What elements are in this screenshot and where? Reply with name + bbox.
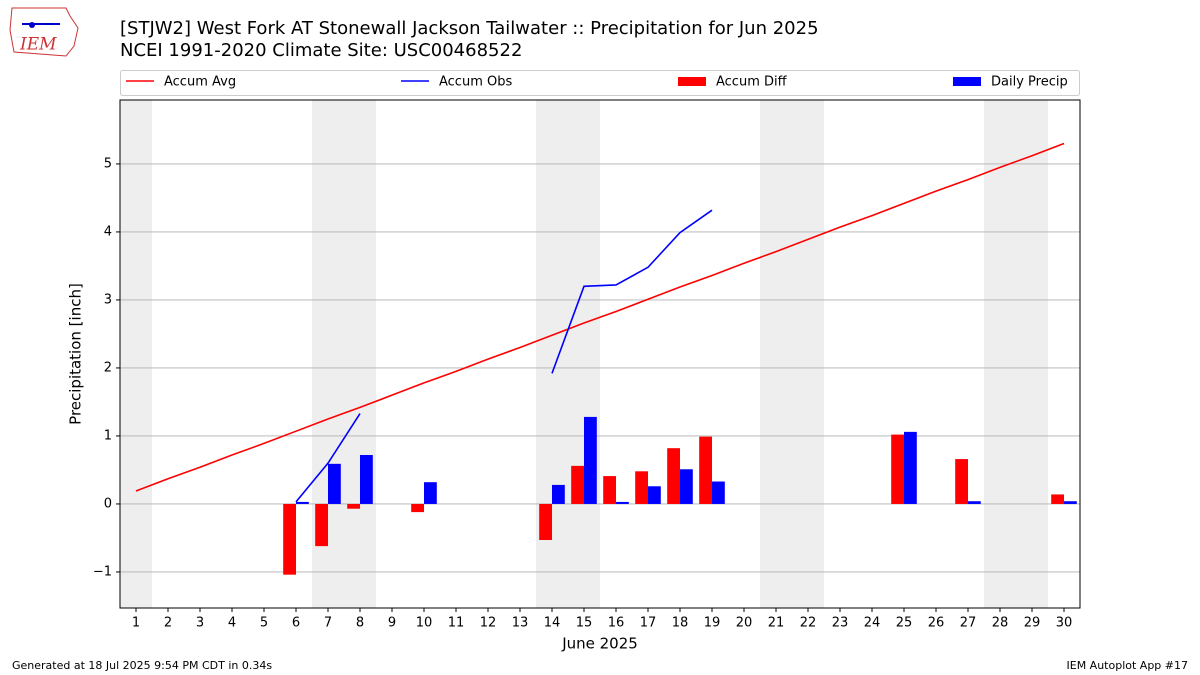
weekend-shade xyxy=(760,100,824,608)
legend-label: Accum Avg xyxy=(164,75,236,90)
bar xyxy=(584,416,597,504)
x-tick-label: 19 xyxy=(704,616,721,631)
chart-title: [STJW2] West Fork AT Stonewall Jackson T… xyxy=(120,18,819,39)
x-tick-label: 20 xyxy=(736,616,753,631)
x-tick-label: 17 xyxy=(640,616,657,631)
weekend-shade xyxy=(120,100,152,608)
bar xyxy=(296,501,309,504)
footer-right: IEM Autoplot App #17 xyxy=(1067,659,1189,672)
bar xyxy=(603,476,616,504)
x-tick-label: 6 xyxy=(292,616,300,631)
footer-left: Generated at 18 Jul 2025 9:54 PM CDT in … xyxy=(12,659,272,672)
bar xyxy=(347,503,360,509)
y-tick-label: 4 xyxy=(104,224,112,239)
bar xyxy=(968,501,981,504)
line xyxy=(135,142,1065,492)
x-tick-label: 13 xyxy=(512,616,529,631)
y-tick-label: −1 xyxy=(93,564,112,579)
bar xyxy=(648,486,661,504)
bar xyxy=(667,448,680,504)
bar xyxy=(315,503,328,547)
plot-frame xyxy=(119,99,1081,609)
x-tick-label: 8 xyxy=(356,616,364,631)
x-tick-label: 16 xyxy=(608,616,625,631)
x-tick-label: 3 xyxy=(196,616,204,631)
y-tick-label: 2 xyxy=(104,360,112,375)
bar xyxy=(424,482,437,504)
bar xyxy=(360,454,373,504)
x-tick-label: 28 xyxy=(992,616,1009,631)
x-tick-label: 10 xyxy=(416,616,433,631)
bar xyxy=(328,463,341,504)
bar xyxy=(411,503,424,513)
x-tick-label: 2 xyxy=(164,616,172,631)
x-tick-label: 22 xyxy=(800,616,817,631)
bar xyxy=(635,471,648,504)
x-tick-label: 30 xyxy=(1056,616,1073,631)
x-tick-label: 18 xyxy=(672,616,689,631)
bar xyxy=(712,481,725,504)
legend-swatch xyxy=(678,77,706,86)
x-tick-label: 26 xyxy=(928,616,945,631)
legend-box xyxy=(120,70,1080,96)
bar xyxy=(571,465,584,504)
x-tick-label: 12 xyxy=(480,616,497,631)
bar xyxy=(955,459,968,504)
logo: IEM xyxy=(9,7,79,57)
x-tick-label: 25 xyxy=(896,616,913,631)
chart-subtitle: NCEI 1991-2020 Climate Site: USC00468522 xyxy=(120,40,522,61)
legend-label: Accum Obs xyxy=(439,75,512,90)
bar xyxy=(891,434,904,504)
line xyxy=(551,209,713,374)
x-tick-label: 27 xyxy=(960,616,977,631)
y-tick-label: 5 xyxy=(104,156,112,171)
bar xyxy=(283,503,296,575)
x-tick-label: 5 xyxy=(260,616,268,631)
x-tick-label: 29 xyxy=(1024,616,1041,631)
x-tick-label: 15 xyxy=(576,616,593,631)
x-tick-label: 14 xyxy=(544,616,561,631)
legend-swatch xyxy=(953,77,981,86)
bar xyxy=(552,484,565,504)
bar xyxy=(699,436,712,504)
x-tick-label: 24 xyxy=(864,616,881,631)
bar xyxy=(616,501,629,504)
bar xyxy=(539,503,552,540)
x-tick-label: 11 xyxy=(448,616,465,631)
bar xyxy=(680,469,693,504)
y-axis-label: Precipitation [inch] xyxy=(67,283,85,425)
x-tick-label: 23 xyxy=(832,616,849,631)
y-tick-label: 1 xyxy=(104,428,112,443)
x-tick-label: 9 xyxy=(388,616,396,631)
bar xyxy=(904,431,917,504)
x-tick-label: 1 xyxy=(132,616,140,631)
y-tick-label: 0 xyxy=(104,496,112,511)
legend-label: Daily Precip xyxy=(991,75,1068,90)
legend-label: Accum Diff xyxy=(716,75,788,90)
bar xyxy=(1064,501,1077,504)
x-tick-label: 21 xyxy=(768,616,785,631)
weekend-shade xyxy=(984,100,1048,608)
bar xyxy=(1051,494,1064,504)
x-axis-label: June 2025 xyxy=(561,635,638,653)
logo-text: IEM xyxy=(19,35,57,55)
x-tick-label: 7 xyxy=(324,616,332,631)
x-tick-label: 4 xyxy=(228,616,236,631)
line xyxy=(295,413,361,503)
y-tick-label: 3 xyxy=(104,292,112,307)
